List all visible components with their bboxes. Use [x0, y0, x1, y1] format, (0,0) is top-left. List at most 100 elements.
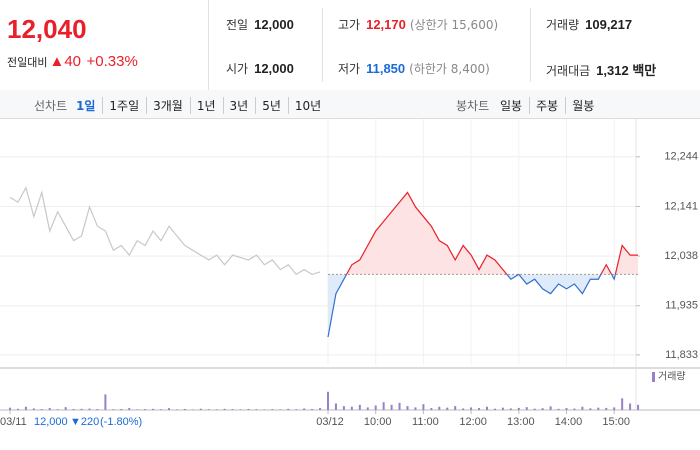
volume-bar: [112, 409, 115, 410]
volume-bar: [382, 402, 385, 410]
stat-label: 전일: [226, 18, 249, 32]
price: 12,040: [7, 14, 87, 44]
volume-bar: [390, 404, 393, 410]
volume-bar: [525, 407, 528, 410]
quote-header: 12,040 전일대비 ▲40 +0.33% 전일 12,000 고가 12,170 (상…: [0, 0, 700, 91]
volume-bar: [493, 408, 496, 410]
x-tick-label: 03/12: [316, 416, 344, 428]
volume-bar: [160, 409, 163, 410]
stat-note: (상한가 15,600): [409, 18, 499, 32]
period-tab[interactable]: 3년: [222, 97, 248, 114]
volume-bar: [374, 405, 377, 410]
volume-bar: [120, 408, 123, 410]
tab-group-label: 봉차트: [456, 99, 490, 113]
volume-bar: [446, 407, 449, 410]
volume-bar: [72, 408, 75, 410]
x-tick-label: 15:00: [602, 416, 630, 428]
volume-bar: [350, 406, 353, 410]
volume-bar: [486, 406, 488, 410]
change-amount: ▲40: [49, 53, 82, 70]
volume-bar: [199, 408, 202, 410]
volume-bar: [501, 407, 504, 410]
volume-bar: [398, 402, 401, 410]
volume-bar: [334, 403, 337, 410]
volume-bar: [191, 409, 194, 410]
separator: [322, 8, 323, 82]
volume-bar: [247, 408, 250, 410]
x-tick-label: 14:00: [555, 416, 583, 428]
volume-bar: [128, 408, 131, 410]
separator: [208, 0, 209, 90]
y-tick-label: 11,935: [665, 300, 698, 312]
stat: 고가 12,170 (상한가 15,600): [338, 16, 498, 33]
volume-bar: [32, 408, 35, 410]
stat-label: 시가: [226, 62, 249, 76]
volume-bar: [605, 407, 608, 410]
prev-change: ▼220: [70, 416, 99, 428]
stat-value: 12,000: [254, 61, 294, 76]
volume-bar: [422, 404, 425, 410]
candle-tab[interactable]: 주봉: [529, 97, 558, 114]
volume-bar: [462, 408, 465, 410]
volume-bar: [637, 404, 640, 410]
volume-bar: [430, 408, 433, 410]
volume-bar: [24, 406, 27, 410]
volume-bar: [342, 406, 345, 410]
candle-tab[interactable]: 일봉: [500, 99, 523, 113]
price-line: [9, 186, 321, 276]
chart: 12,244 12,141 12,038 11,935 11,833 03/11 03/12…: [0, 119, 700, 428]
volume-bar: [454, 406, 457, 410]
stat-value: 11,850: [366, 61, 406, 76]
volume-bar: [287, 408, 290, 410]
volume-bar: [56, 409, 59, 410]
candle-tab[interactable]: 월봉: [565, 97, 594, 114]
period-tab[interactable]: 5년: [255, 97, 281, 114]
volume-bar: [478, 408, 481, 410]
separator: [530, 8, 531, 82]
y-tick-label: 12,244: [664, 151, 698, 163]
volume-bar: [470, 407, 473, 410]
price-line-up: [345, 191, 639, 275]
volume-bar: [183, 408, 186, 410]
period-tab[interactable]: 3개월: [146, 97, 183, 114]
stat: 시가 12,000: [226, 60, 294, 77]
volume-bar: [9, 407, 11, 410]
volume-bar: [80, 408, 83, 410]
period-tab[interactable]: 1년: [189, 97, 216, 114]
tab-group-label: 선차트: [34, 99, 68, 113]
stat-label: 거래대금: [546, 64, 591, 78]
stat-label: 거래량: [546, 18, 580, 32]
stat-value: 109,217: [585, 17, 633, 32]
volume-bar: [327, 391, 329, 410]
volume-bar: [279, 409, 282, 410]
price-line-down: [327, 274, 616, 338]
volume-bar: [589, 408, 592, 410]
volume-bar: [64, 407, 67, 410]
volume-bar: [573, 408, 576, 410]
period-tab[interactable]: 1주일: [102, 97, 139, 114]
volume-bar: [136, 409, 139, 410]
stat: 거래대금 1,312 백만: [546, 60, 656, 79]
volume-bar: [231, 409, 234, 410]
volume-bar: [295, 409, 298, 410]
volume-bar: [319, 408, 322, 410]
stat-label: 고가: [338, 18, 361, 32]
volume-bar: [581, 406, 584, 410]
volume-bar: [152, 408, 155, 410]
y-tick-label: 12,038: [664, 250, 698, 262]
volume-bar: [366, 407, 369, 410]
area-above: [346, 192, 639, 275]
stat: 거래량 109,217: [546, 16, 632, 33]
volume-bar: [96, 409, 99, 410]
volume-bar: [16, 408, 19, 410]
volume-bar: [541, 408, 544, 410]
period-tab[interactable]: 1일: [76, 99, 96, 113]
volume-bar: [629, 403, 632, 410]
x-tick-label: 13:00: [507, 416, 535, 428]
stat: 저가 11,850 (하한가 8,400): [338, 60, 490, 77]
period-tab[interactable]: 10년: [287, 97, 321, 114]
volume-bar: [239, 409, 242, 410]
volume-bar: [509, 408, 512, 410]
volume-bar: [271, 409, 274, 410]
